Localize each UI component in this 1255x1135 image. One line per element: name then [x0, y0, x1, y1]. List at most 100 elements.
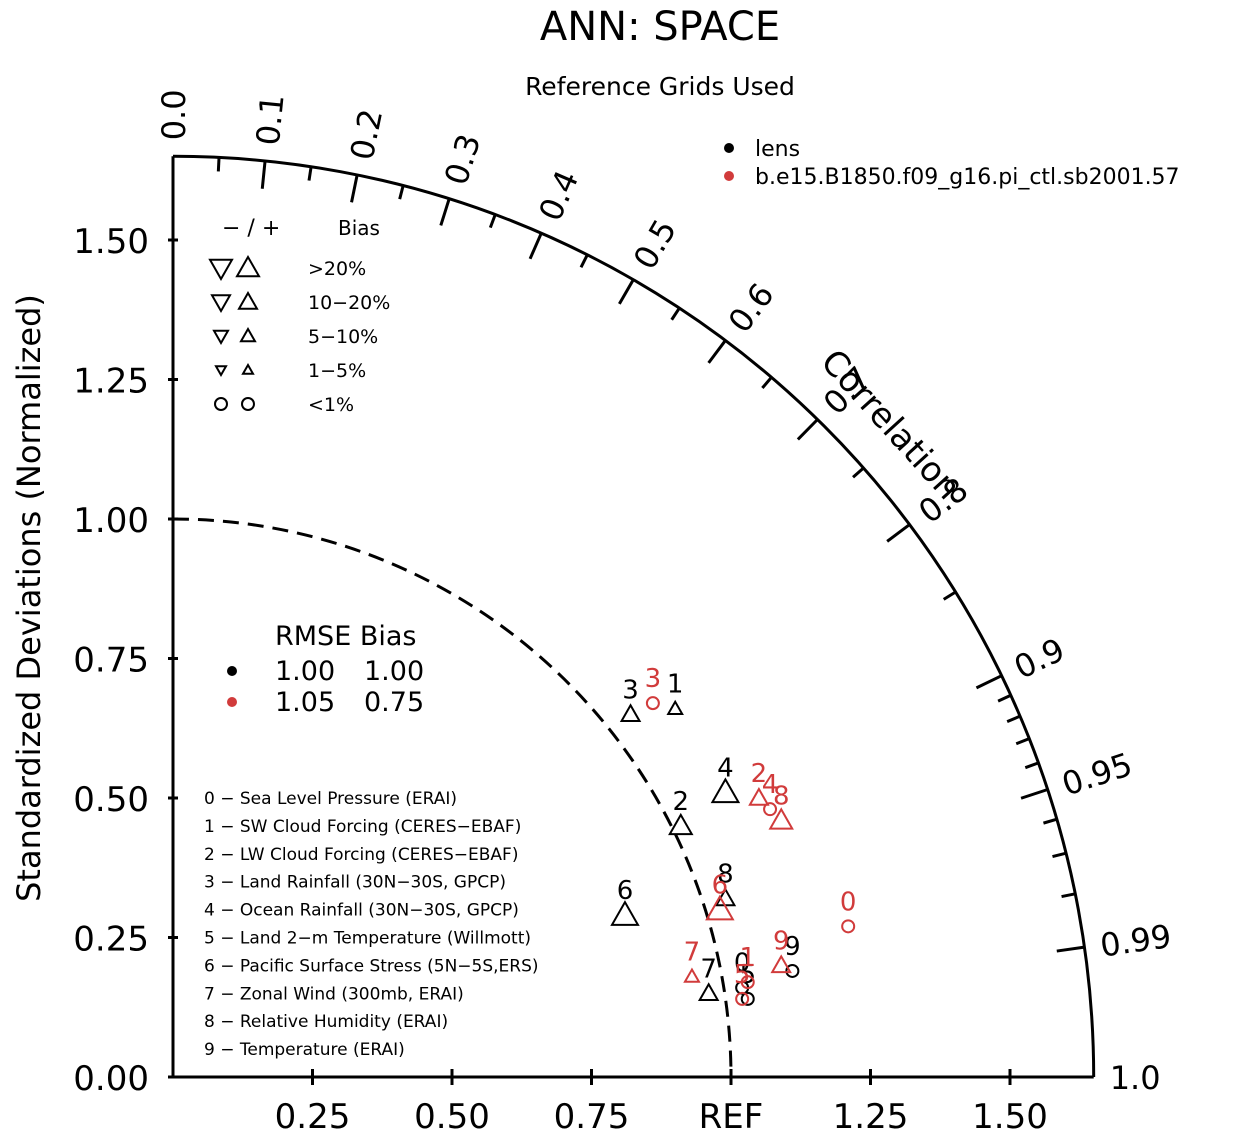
point-label: 5: [739, 960, 756, 990]
point-label: 6: [712, 871, 729, 901]
correlation-minor-tick: [670, 307, 681, 321]
y-tick-label: 0.25: [73, 920, 149, 960]
correlation-minor-tick: [1006, 714, 1021, 724]
chart-title: ANN: SPACE: [540, 4, 780, 50]
marker-triangle: [697, 982, 720, 1002]
correlation-minor-tick: [1052, 851, 1067, 859]
correlation-tick: [1056, 945, 1085, 953]
marker-triangle: [668, 812, 694, 836]
correlation-tick: [1020, 788, 1049, 800]
x-tick-label: 0.50: [414, 1097, 490, 1135]
marker-triangle: [683, 967, 701, 983]
correlation-tick-label: 0.0: [155, 89, 193, 140]
x-tick-label: 1.50: [972, 1097, 1048, 1135]
point-label: 3: [622, 675, 639, 705]
marker-circle: [740, 991, 755, 1006]
marker-circle: [735, 991, 750, 1006]
y-tick-label: 1.25: [73, 362, 149, 402]
correlation-minor-tick: [1024, 761, 1039, 770]
point-label: 5: [734, 960, 751, 990]
legend-down-triangle: [208, 258, 234, 282]
marker-circle: [841, 919, 856, 934]
correlation-tick: [350, 174, 359, 203]
correlation-tick: [439, 198, 451, 226]
reference-std-arc: [172, 517, 733, 1078]
bias-legend-header-symbols: − / +: [222, 216, 280, 241]
bias-legend-row: 10−20%: [308, 292, 390, 314]
correlation-minor-tick: [761, 376, 773, 389]
legend-down-triangle: [210, 294, 232, 314]
marker-triangle: [710, 777, 741, 804]
correlation-minor-tick: [1015, 737, 1030, 746]
variable-entry: 2 − LW Cloud Forcing (CERES−EBAF): [204, 845, 518, 865]
bias-value: 1.00: [364, 656, 424, 687]
bias-legend-row: 1−5%: [308, 360, 366, 382]
legend-entry: lens: [755, 137, 800, 162]
legend-up-triangle: [237, 290, 259, 310]
correlation-minor-tick: [307, 166, 313, 181]
legend-entry: b.e15.B1850.f09_g16.pi_ctl.sb2001.57: [755, 165, 1180, 190]
correlation-minor-tick: [398, 185, 405, 200]
bias-legend-row: >20%: [308, 258, 366, 280]
legend-up-triangle: [241, 362, 255, 375]
correlation-tick-label: 0.4: [531, 165, 586, 227]
marker-circle: [740, 975, 755, 990]
variable-entry: 0 − Sea Level Pressure (ERAI): [204, 789, 457, 809]
marker-triangle: [610, 900, 640, 926]
legend-up-triangle: [239, 326, 257, 343]
bias-legend-row: <1%: [308, 394, 354, 416]
y-tick-label: 0.75: [73, 641, 149, 681]
point-label: 1: [739, 943, 756, 973]
point-label: 8: [717, 859, 734, 889]
x-tick-label: 0.75: [554, 1097, 630, 1135]
point-label: 0: [840, 887, 857, 917]
correlation-tick-label: 0.9: [1008, 630, 1070, 686]
y-axis-label: Standardized Deviations (Normalized): [10, 294, 48, 902]
rmse-bias-dot: [227, 666, 237, 676]
marker-triangle: [768, 807, 794, 830]
point-label: 0: [734, 949, 751, 979]
correlation-tick: [886, 523, 911, 543]
rmse-value: 1.05: [275, 687, 335, 718]
marker-triangle: [748, 786, 770, 806]
correlation-tick-label: 0.5: [626, 213, 684, 276]
point-label: 6: [617, 876, 634, 906]
variable-entry: 4 − Ocean Rainfall (30N−30S, GPCP): [204, 901, 519, 921]
point-label: 7: [684, 938, 701, 968]
correlation-tick-label: 0.99: [1098, 917, 1174, 965]
correlation-tick-label: 0.95: [1057, 745, 1137, 803]
point-label: 2: [673, 787, 690, 817]
point-label: 3: [645, 664, 662, 694]
correlation-minor-tick: [997, 693, 1012, 703]
y-tick-label: 0.00: [73, 1059, 149, 1099]
correlation-minor-tick: [579, 254, 589, 268]
rmse-bias-dot: [227, 697, 237, 707]
bias-value: 0.75: [364, 687, 424, 718]
point-label: 9: [773, 926, 790, 956]
correlation-minor-tick: [942, 590, 957, 601]
marker-triangle: [770, 954, 792, 974]
correlation-tick: [975, 674, 1003, 690]
x-tick-label: REF: [699, 1097, 764, 1135]
legend-dot: [724, 143, 734, 153]
variable-entry: 5 − Land 2−m Temperature (Willmott): [204, 929, 531, 949]
marker-triangle: [666, 699, 684, 715]
correlation-arc: [172, 154, 1096, 1078]
correlation-tick-label: 0.1: [249, 93, 292, 147]
y-tick-label: 0.50: [73, 780, 149, 820]
chart-subtitle: Reference Grids Used: [525, 72, 795, 101]
variable-entry: 1 − SW Cloud Forcing (CERES−EBAF): [204, 817, 521, 837]
correlation-minor-tick: [488, 214, 497, 229]
marker-circle: [763, 802, 778, 817]
point-label: 1: [667, 670, 684, 700]
legend-up-triangle: [235, 254, 261, 278]
variable-entry: 8 − Relative Humidity (ERAI): [204, 1012, 448, 1032]
plot-frame: 0.000.250.500.751.001.251.500.25 0.50 0.75…: [73, 89, 1173, 1135]
bias-legend-row: 5−10%: [308, 326, 378, 348]
point-label: 4: [762, 770, 779, 800]
correlation-tick: [618, 278, 635, 305]
rmse-value: 1.00: [275, 656, 335, 687]
variable-entry: 6 − Pacific Surface Stress (5N−5S,ERS): [204, 956, 539, 976]
